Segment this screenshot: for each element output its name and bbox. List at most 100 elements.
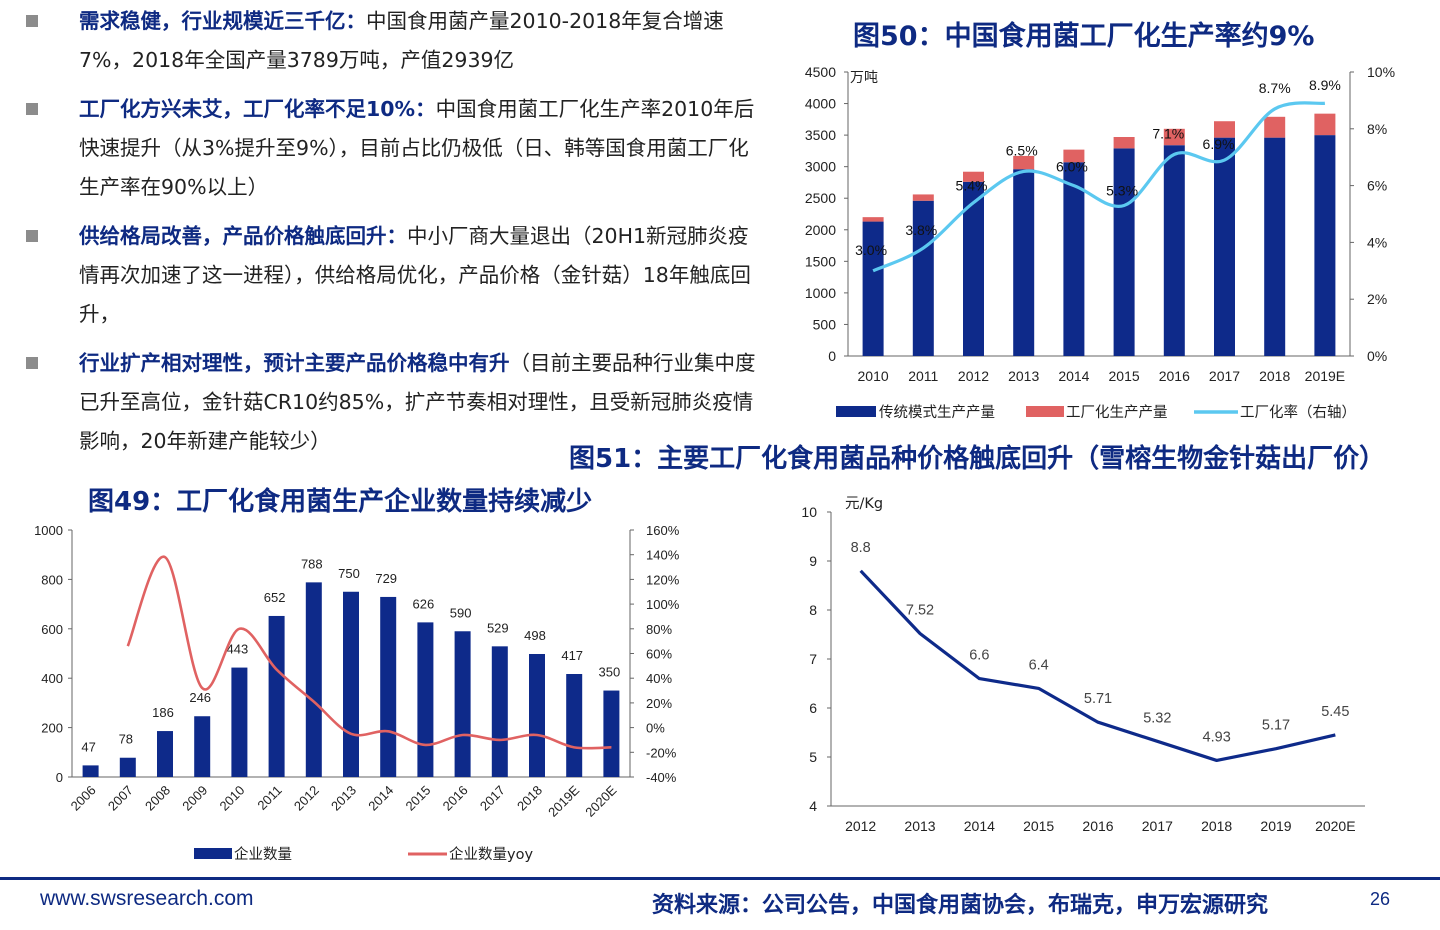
fig49-bar-data-label: 417 [561, 648, 583, 663]
fig50-ratio-data-label: 6.5% [1006, 142, 1038, 158]
fig50-y2-tick-label: 8% [1367, 121, 1387, 137]
fig50-bar-factory [963, 171, 984, 182]
fig49-y-tick-label: 600 [41, 622, 63, 637]
fig49-x-tick-label: 2006 [68, 783, 99, 814]
fig49-y-tick-label: 800 [41, 572, 63, 587]
fig51-y-tick-label: 8 [809, 602, 817, 618]
fig50-title: 图50：中国食用菌工厂化生产率约9% [853, 21, 1315, 52]
fig49-y2-tick-label: -40% [646, 770, 677, 785]
fig50-y-tick-label: 1500 [805, 253, 836, 269]
fig51-x-tick-label: 2012 [845, 818, 876, 834]
fig49-bar [454, 631, 471, 777]
fig50-ratio-data-label: 6.9% [1203, 136, 1235, 152]
fig49-bar [343, 591, 359, 777]
fig50-bar-traditional [1113, 148, 1135, 356]
fig50-bar-traditional [862, 221, 884, 356]
fig50-ratio-data-label: 5.3% [1106, 182, 1138, 198]
fig49-bar-data-label: 626 [413, 596, 435, 611]
fig51-y-tick-label: 9 [809, 553, 817, 569]
fig49-x-tick-label: 2017 [477, 783, 508, 814]
fig49-y2-tick-label: 80% [646, 622, 672, 637]
fig49-bar-data-label: 750 [338, 566, 360, 581]
fig51-x-tick-label: 2015 [1023, 818, 1054, 834]
fig49-legend-bar: 企业数量 [234, 845, 292, 863]
fig50-x-tick-label: 2016 [1159, 368, 1190, 384]
fig49-bar [157, 731, 173, 777]
bullet-list: 需求稳健，行业规模近三千亿：中国食用菌产量2010-2018年复合增速7%，20… [24, 2, 764, 471]
fig51-x-tick-label: 2020E [1315, 818, 1355, 834]
bullet-body: 中国食用菌工厂化生产率2010年后快速提升（从3%提升至9%），目前占比仍极低（… [79, 97, 755, 199]
bullet-square-icon [26, 230, 38, 242]
fig49-y-tick-label: 200 [41, 721, 63, 736]
fig50-y-tick-label: 3500 [805, 127, 836, 143]
fig49-x-tick-label: 2008 [142, 783, 173, 814]
fig49-bar-data-label: 498 [524, 628, 546, 643]
fig49-x-tick-label: 2020E [582, 782, 619, 819]
fig49-x-tick-label: 2019E [545, 782, 582, 819]
fig50-y-tick-label: 0 [828, 348, 836, 364]
fig49-x-tick-label: 2018 [514, 783, 545, 814]
fig50-y2-tick-label: 6% [1367, 178, 1387, 194]
bullet-item: 行业扩产相对理性，预计主要产品价格稳中有升（目前主要品种行业集中度已升至高位，金… [24, 344, 764, 461]
bullet-heading: 行业扩产相对理性，预计主要产品价格稳中有升 [79, 351, 510, 375]
fig51-data-label: 8.8 [851, 540, 871, 556]
fig49-bar [119, 757, 136, 777]
bullet-heading: 工厂化方兴未艾，工厂化率不足10%： [79, 97, 436, 121]
fig49-y-tick-label: 400 [41, 671, 63, 686]
fig49-x-tick-label: 2013 [328, 783, 359, 814]
fig49-yoy-line [126, 555, 612, 750]
fig51-x-tick-label: 2013 [904, 818, 935, 834]
fig51-price-line [859, 569, 1336, 763]
fig51-title: 图51：主要工厂化食用菌品种价格触底回升（雪榕生物金针菇出厂价） [569, 444, 1386, 474]
fig50-bar-factory [1163, 128, 1185, 146]
fig50-x-tick-label: 2015 [1109, 368, 1140, 384]
fig49-bar-data-label: 729 [375, 571, 397, 586]
bullet-item: 工厂化方兴未艾，工厂化率不足10%：中国食用菌工厂化生产率2010年后快速提升（… [24, 90, 764, 207]
fig49-y2-tick-label: 20% [646, 696, 672, 711]
fig50-ratio-line [872, 101, 1326, 273]
fig49-x-tick-label: 2007 [105, 783, 136, 814]
fig49-bar [380, 596, 397, 777]
fig51-data-label: 4.93 [1203, 729, 1231, 745]
fig49-x-tick-label: 2010 [216, 783, 247, 814]
fig50-legend-factory: 工厂化生产产量 [1066, 404, 1168, 421]
bullet-heading: 需求稳健，行业规模近三千亿： [79, 9, 366, 33]
fig49-bar [231, 667, 248, 777]
fig51-y-tick-label: 5 [809, 749, 817, 765]
fig50-unit-label: 万吨 [850, 69, 878, 85]
fig49-x-tick-label: 2012 [291, 783, 322, 814]
fig49-y2-tick-label: 160% [646, 523, 680, 538]
fig50-x-tick-label: 2012 [958, 368, 989, 384]
footer-divider [0, 877, 1440, 880]
bullet-body: 中小厂商大量退出（20H1新冠肺炎疫情再次加速了这一进程），供给格局优化，产品价… [79, 224, 751, 326]
fig49-x-tick-label: 2011 [254, 783, 284, 813]
fig50-bar-factory [862, 217, 884, 222]
bullet-body: （目前主要品种行业集中度已升至高位，金针菇CR10约85%，扩产节奏相对理性，且… [79, 351, 756, 453]
fig51-unit-label: 元/Kg [845, 496, 883, 512]
fig49-legend-line: 企业数量yoy [449, 845, 533, 863]
fig49-y2-tick-label: 120% [646, 572, 680, 587]
footer-website[interactable]: www.swsresearch.com [40, 887, 254, 910]
fig49-bar [491, 646, 508, 777]
fig50-bar-factory [1314, 113, 1336, 136]
fig50-bar-factory [1264, 116, 1286, 138]
fig49-y-tick-label: 1000 [34, 523, 63, 538]
page-number: 26 [1370, 889, 1391, 909]
fig51-data-label: 5.71 [1084, 691, 1112, 707]
fig49-bar-data-label: 652 [264, 590, 286, 605]
fig49-bar [417, 622, 434, 777]
fig50-y2-tick-label: 2% [1367, 291, 1387, 307]
bullet-heading: 供给格局改善，产品价格触底回升： [79, 224, 407, 248]
fig51-x-tick-label: 2016 [1082, 818, 1113, 834]
fig49-bar [82, 765, 99, 777]
fig49-bar [305, 582, 322, 777]
fig50-y-tick-label: 4000 [805, 96, 836, 112]
fig49-bar [529, 653, 545, 777]
fig49-x-tick-label: 2015 [402, 783, 433, 814]
fig49-y2-tick-label: 60% [646, 647, 672, 662]
fig51-data-label: 6.6 [969, 648, 989, 664]
fig49-bar-data-label: 590 [450, 605, 472, 620]
fig49-x-tick-label: 2016 [440, 783, 471, 814]
fig50-bar-traditional [1264, 137, 1286, 356]
